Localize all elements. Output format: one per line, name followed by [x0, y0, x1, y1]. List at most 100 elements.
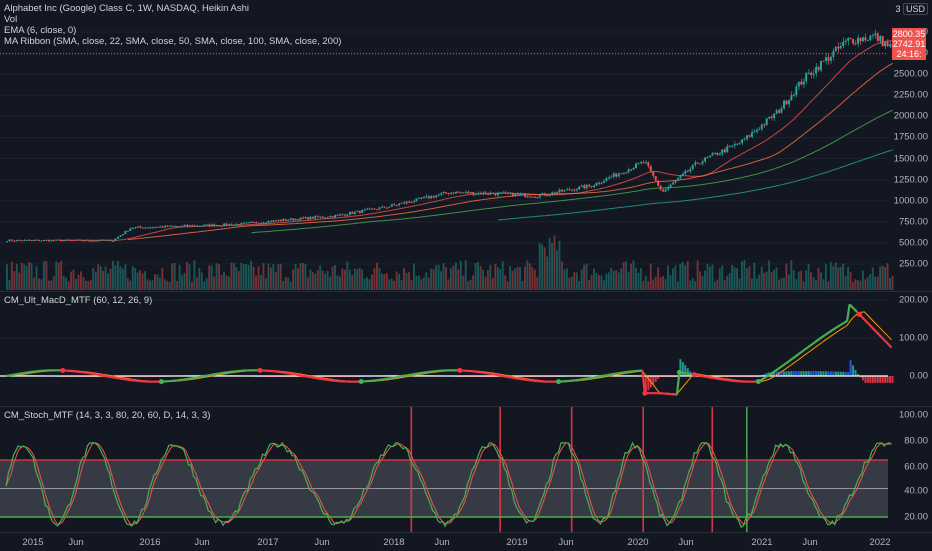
- candle-body: [529, 196, 531, 197]
- volume-bar: [450, 268, 452, 290]
- candle-body: [615, 173, 617, 176]
- currency-selector[interactable]: 3 USD: [895, 4, 928, 14]
- candle-body: [855, 44, 857, 45]
- candle-body: [341, 214, 343, 215]
- volume-bar: [297, 268, 299, 290]
- candle-body: [132, 228, 134, 229]
- volume-bar: [859, 281, 861, 290]
- volume-bar: [741, 262, 743, 290]
- macd-legend[interactable]: CM_Ult_MacD_MTF (60, 12, 26, 9): [4, 295, 152, 306]
- symbol-title[interactable]: Alphabet Inc (Google) Class C, 1W, NASDA…: [4, 3, 341, 14]
- macd-axis-tick: 200.00: [899, 295, 928, 306]
- volume-bar: [314, 274, 316, 290]
- macd-chart[interactable]: [0, 292, 932, 406]
- macd-line-segment: [783, 364, 785, 366]
- volume-bar: [68, 281, 70, 290]
- volume-bar: [193, 260, 195, 290]
- candle-body: [181, 226, 183, 227]
- candle-body: [771, 117, 773, 118]
- ema-indicator-label[interactable]: EMA (6, close, 0): [4, 25, 341, 36]
- stoch-pane[interactable]: CM_Stoch_MTF (14, 3, 3, 80, 20, 60, D, 1…: [0, 406, 932, 533]
- ma-ribbon-label[interactable]: MA Ribbon (SMA, close, 22, SMA, close, 5…: [4, 36, 341, 47]
- volume-bar: [494, 264, 496, 290]
- volume-bar: [408, 272, 410, 290]
- volume-bar: [734, 267, 736, 290]
- vol-indicator-label[interactable]: Vol: [4, 14, 341, 25]
- volume-bar: [280, 264, 282, 290]
- volume-bar: [628, 272, 630, 290]
- volume-bar: [396, 272, 398, 290]
- candle-body: [142, 227, 144, 228]
- volume-bar: [127, 278, 129, 290]
- volume-bar: [213, 277, 215, 290]
- stoch-legend[interactable]: CM_Stoch_MTF (14, 3, 3, 80, 20, 60, D, 1…: [4, 410, 210, 421]
- volume-bar: [327, 271, 329, 290]
- candle-body: [290, 218, 292, 220]
- candle-body: [396, 205, 398, 206]
- candle-body: [882, 36, 884, 46]
- volume-bar: [610, 268, 612, 290]
- volume-bar: [642, 281, 644, 290]
- time-axis-tick: 2018: [383, 537, 404, 548]
- candle-body: [243, 223, 245, 224]
- volume-bar: [433, 269, 435, 290]
- candle-body: [729, 146, 731, 147]
- candle-body: [660, 186, 662, 190]
- volume-bar: [381, 273, 383, 290]
- stoch-chart[interactable]: [0, 407, 932, 533]
- volume-bar: [726, 276, 728, 290]
- candle-body: [425, 196, 427, 197]
- macd-histogram-bar: [852, 365, 854, 376]
- candle-body: [90, 241, 92, 242]
- candle-body: [884, 42, 886, 46]
- macd-histogram-bar: [805, 371, 807, 376]
- volume-bar: [401, 280, 403, 290]
- volume-bar: [124, 264, 126, 290]
- stoch-sell-bar: [571, 407, 573, 533]
- volume-bar: [603, 280, 605, 290]
- macd-histogram-bar: [800, 371, 802, 376]
- candle-body: [470, 192, 472, 193]
- volume-bar: [467, 281, 469, 290]
- candle-body: [213, 224, 215, 226]
- candle-body: [300, 218, 302, 221]
- volume-bar: [581, 270, 583, 290]
- candle-body: [58, 240, 60, 241]
- macd-histogram-bar: [864, 376, 866, 383]
- price-axis-tick: 1000.00: [894, 195, 928, 206]
- volume-bar: [758, 274, 760, 290]
- candle-body: [716, 153, 718, 155]
- volume-bar: [406, 273, 408, 290]
- candle-body: [633, 168, 635, 170]
- candle-body: [16, 240, 18, 241]
- volume-bar: [73, 270, 75, 290]
- volume-bar: [21, 263, 23, 290]
- price-pane[interactable]: Alphabet Inc (Google) Class C, 1W, NASDA…: [0, 0, 932, 290]
- volume-bar: [808, 264, 810, 290]
- candle-body: [403, 203, 405, 204]
- candle-body: [238, 224, 240, 225]
- volume-bar: [107, 273, 109, 290]
- price-badge: 2800.35 2742.91 24:16:: [892, 28, 926, 60]
- candle-body: [65, 240, 67, 241]
- candle-body: [827, 57, 829, 61]
- candle-body: [413, 201, 415, 202]
- price-axis-tick: 250.00: [899, 259, 928, 270]
- candle-body: [719, 154, 721, 155]
- candle-body: [448, 193, 450, 194]
- volume-bar: [309, 270, 311, 290]
- candle-body: [509, 193, 511, 194]
- volume-bar: [452, 266, 454, 290]
- volume-bar: [795, 279, 797, 290]
- price-close: 2742.91: [892, 39, 926, 49]
- volume-bar: [864, 279, 866, 290]
- volume-bar: [364, 278, 366, 290]
- candle-body: [82, 241, 84, 242]
- volume-bar: [869, 274, 871, 290]
- candle-body: [746, 135, 748, 139]
- candle-body: [369, 208, 371, 209]
